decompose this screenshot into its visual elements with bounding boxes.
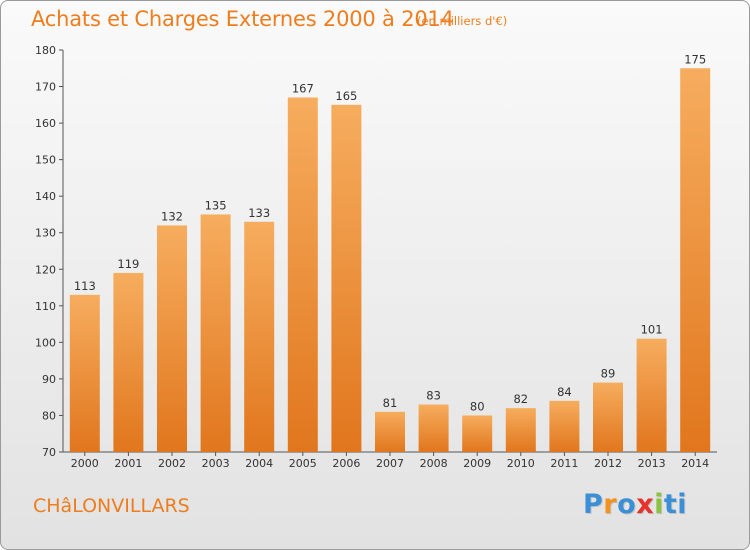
x-tick-label: 2008 (420, 457, 448, 470)
x-tick-label: 2009 (463, 457, 491, 470)
bar-2002 (157, 225, 187, 452)
logo-letter: i (654, 489, 664, 520)
bar-2008 (418, 404, 449, 452)
data-label-2005: 167 (292, 82, 314, 96)
logo-letter: o (617, 489, 637, 520)
logo-letter: t (663, 489, 678, 520)
x-tick-label: 2012 (594, 457, 622, 470)
x-tick-label: 2007 (376, 457, 404, 470)
bars (69, 68, 711, 453)
bar-2004 (244, 221, 275, 452)
x-tick-label: 2011 (550, 457, 578, 470)
data-label-2010: 82 (513, 392, 528, 406)
data-labels: 113 119 132 135 133 167 165 81 83 80 82 84 89 101 175 (74, 52, 706, 413)
y-tick-label: 80 (42, 409, 56, 422)
y-tick-label: 130 (35, 227, 56, 240)
data-label-2007: 81 (383, 396, 398, 410)
x-tick-label: 2006 (332, 457, 360, 470)
y-tick-label: 70 (42, 446, 56, 459)
data-label-2012: 89 (601, 367, 616, 381)
y-tick-label: 140 (35, 190, 56, 203)
chart-title: Achats et Charges Externes 2000 à 2014 (31, 7, 454, 31)
x-tick-label: 2014 (681, 457, 709, 470)
y-axis: 70 80 90 100 110 120 130 140 150 160 170 180 (35, 44, 64, 459)
x-tick-label: 2001 (114, 457, 142, 470)
logo-letter: r (603, 489, 618, 520)
x-tick-label: 2003 (202, 457, 230, 470)
bar-2005 (287, 97, 318, 452)
logo-letter: i (677, 489, 688, 520)
x-tick-label: 2002 (158, 457, 186, 470)
data-label-2009: 80 (470, 399, 485, 413)
y-tick-label: 170 (35, 81, 56, 94)
data-label-2008: 83 (426, 388, 441, 402)
bar-2011 (549, 400, 580, 452)
x-tick-label: 2000 (71, 457, 99, 470)
logo-letter: x (636, 489, 655, 520)
bar-2012 (593, 382, 623, 452)
bar-2014 (680, 68, 711, 452)
data-label-2014: 175 (684, 52, 706, 66)
bar-2013 (636, 338, 667, 452)
data-label-2002: 132 (161, 209, 183, 223)
data-label-2000: 113 (74, 279, 96, 293)
data-label-2004: 133 (248, 206, 270, 220)
y-tick-label: 120 (35, 263, 56, 276)
x-axis: 2000 2001 2002 2003 2004 2005 2006 2007 2008 2009… (63, 451, 717, 470)
bar-2000 (69, 294, 100, 452)
bar-2010 (505, 408, 536, 452)
data-label-2006: 165 (335, 89, 357, 103)
bar-2006 (331, 104, 362, 453)
bar-2007 (375, 411, 405, 452)
data-label-2001: 119 (117, 257, 139, 271)
y-tick-label: 110 (35, 300, 56, 313)
proxiti-logo: Proxiti (583, 489, 687, 520)
x-tick-label: 2004 (245, 457, 273, 470)
logo-letter: P (583, 489, 604, 520)
bar-2003 (200, 214, 231, 452)
y-tick-label: 160 (35, 117, 56, 130)
bar-2001 (113, 272, 144, 452)
x-tick-label: 2010 (507, 457, 535, 470)
chart-subtitle: (en milliers d'€) (417, 14, 508, 28)
x-tick-label: 2013 (638, 457, 666, 470)
data-label-2003: 135 (205, 198, 227, 212)
y-tick-label: 100 (35, 336, 56, 349)
data-label-2011: 84 (557, 385, 572, 399)
y-tick-label: 150 (35, 154, 56, 167)
commune-name: CHâLONVILLARS (33, 495, 190, 517)
bar-2009 (462, 415, 493, 452)
data-label-2013: 101 (641, 323, 663, 337)
y-tick-label: 180 (35, 44, 56, 57)
y-tick-label: 90 (42, 373, 56, 386)
x-tick-label: 2005 (289, 457, 317, 470)
